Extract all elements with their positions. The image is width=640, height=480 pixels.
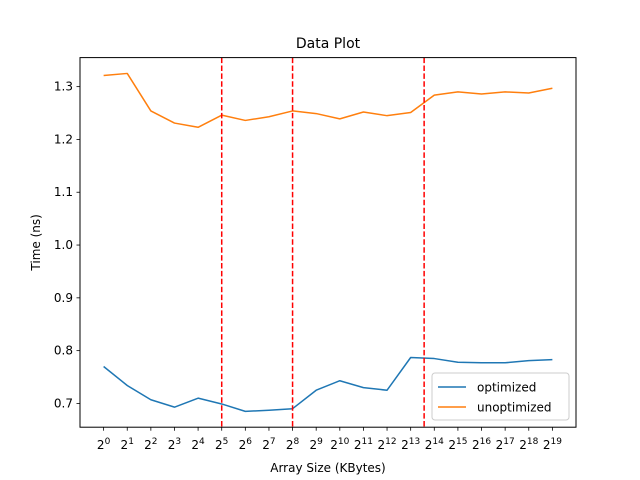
y-tick-label: 0.8 (54, 344, 73, 358)
x-tick-label: 216 (472, 437, 491, 452)
x-tick-label: 218 (519, 437, 538, 452)
x-tick-label: 211 (354, 437, 373, 452)
y-tick-label: 1.1 (54, 185, 73, 199)
x-tick-label: 210 (330, 437, 349, 452)
y-tick-label: 1.3 (54, 80, 73, 94)
x-tick-label: 25 (215, 437, 228, 452)
x-tick-label: 219 (543, 437, 562, 452)
x-tick-label: 23 (168, 437, 181, 452)
x-tick-label: 21 (121, 437, 134, 452)
y-axis-label: Time (ns) (29, 214, 43, 271)
legend-label-unoptimized: unoptimized (477, 401, 552, 415)
legend-label-optimized: optimized (477, 381, 536, 395)
x-tick-label: 24 (191, 437, 205, 452)
chart-title: Data Plot (296, 36, 361, 52)
x-tick-label: 27 (262, 437, 275, 452)
x-tick-label: 217 (496, 437, 515, 452)
y-tick-label: 1.2 (54, 132, 73, 146)
plot-frame (79, 57, 577, 428)
axis-layer: 0.7 0.8 0.9 1.0 1.1 1.2 1.3 20 21 22 23 24 25 26 27 28 2… (54, 80, 562, 453)
x-tick-label: 28 (286, 437, 300, 452)
x-tick-label: 212 (378, 437, 397, 452)
series-line-unoptimized (103, 72, 553, 129)
series-line-optimized (103, 356, 553, 413)
x-tick-label: 29 (310, 437, 324, 452)
legend-box (431, 372, 570, 421)
x-tick-label: 213 (401, 437, 420, 452)
x-tick-label: 215 (448, 437, 467, 452)
y-tick-label: 0.9 (54, 291, 73, 305)
x-tick-label: 20 (97, 437, 111, 452)
x-tick-label: 22 (144, 437, 157, 452)
plot-layer (103, 57, 553, 428)
y-tick-label: 0.7 (54, 396, 73, 410)
y-tick-label: 1.0 (54, 238, 73, 252)
x-axis-label: Array Size (KBytes) (270, 461, 386, 475)
legend: optimized unoptimized (431, 372, 570, 421)
x-tick-label: 214 (425, 437, 444, 452)
x-tick-label: 26 (239, 437, 253, 452)
